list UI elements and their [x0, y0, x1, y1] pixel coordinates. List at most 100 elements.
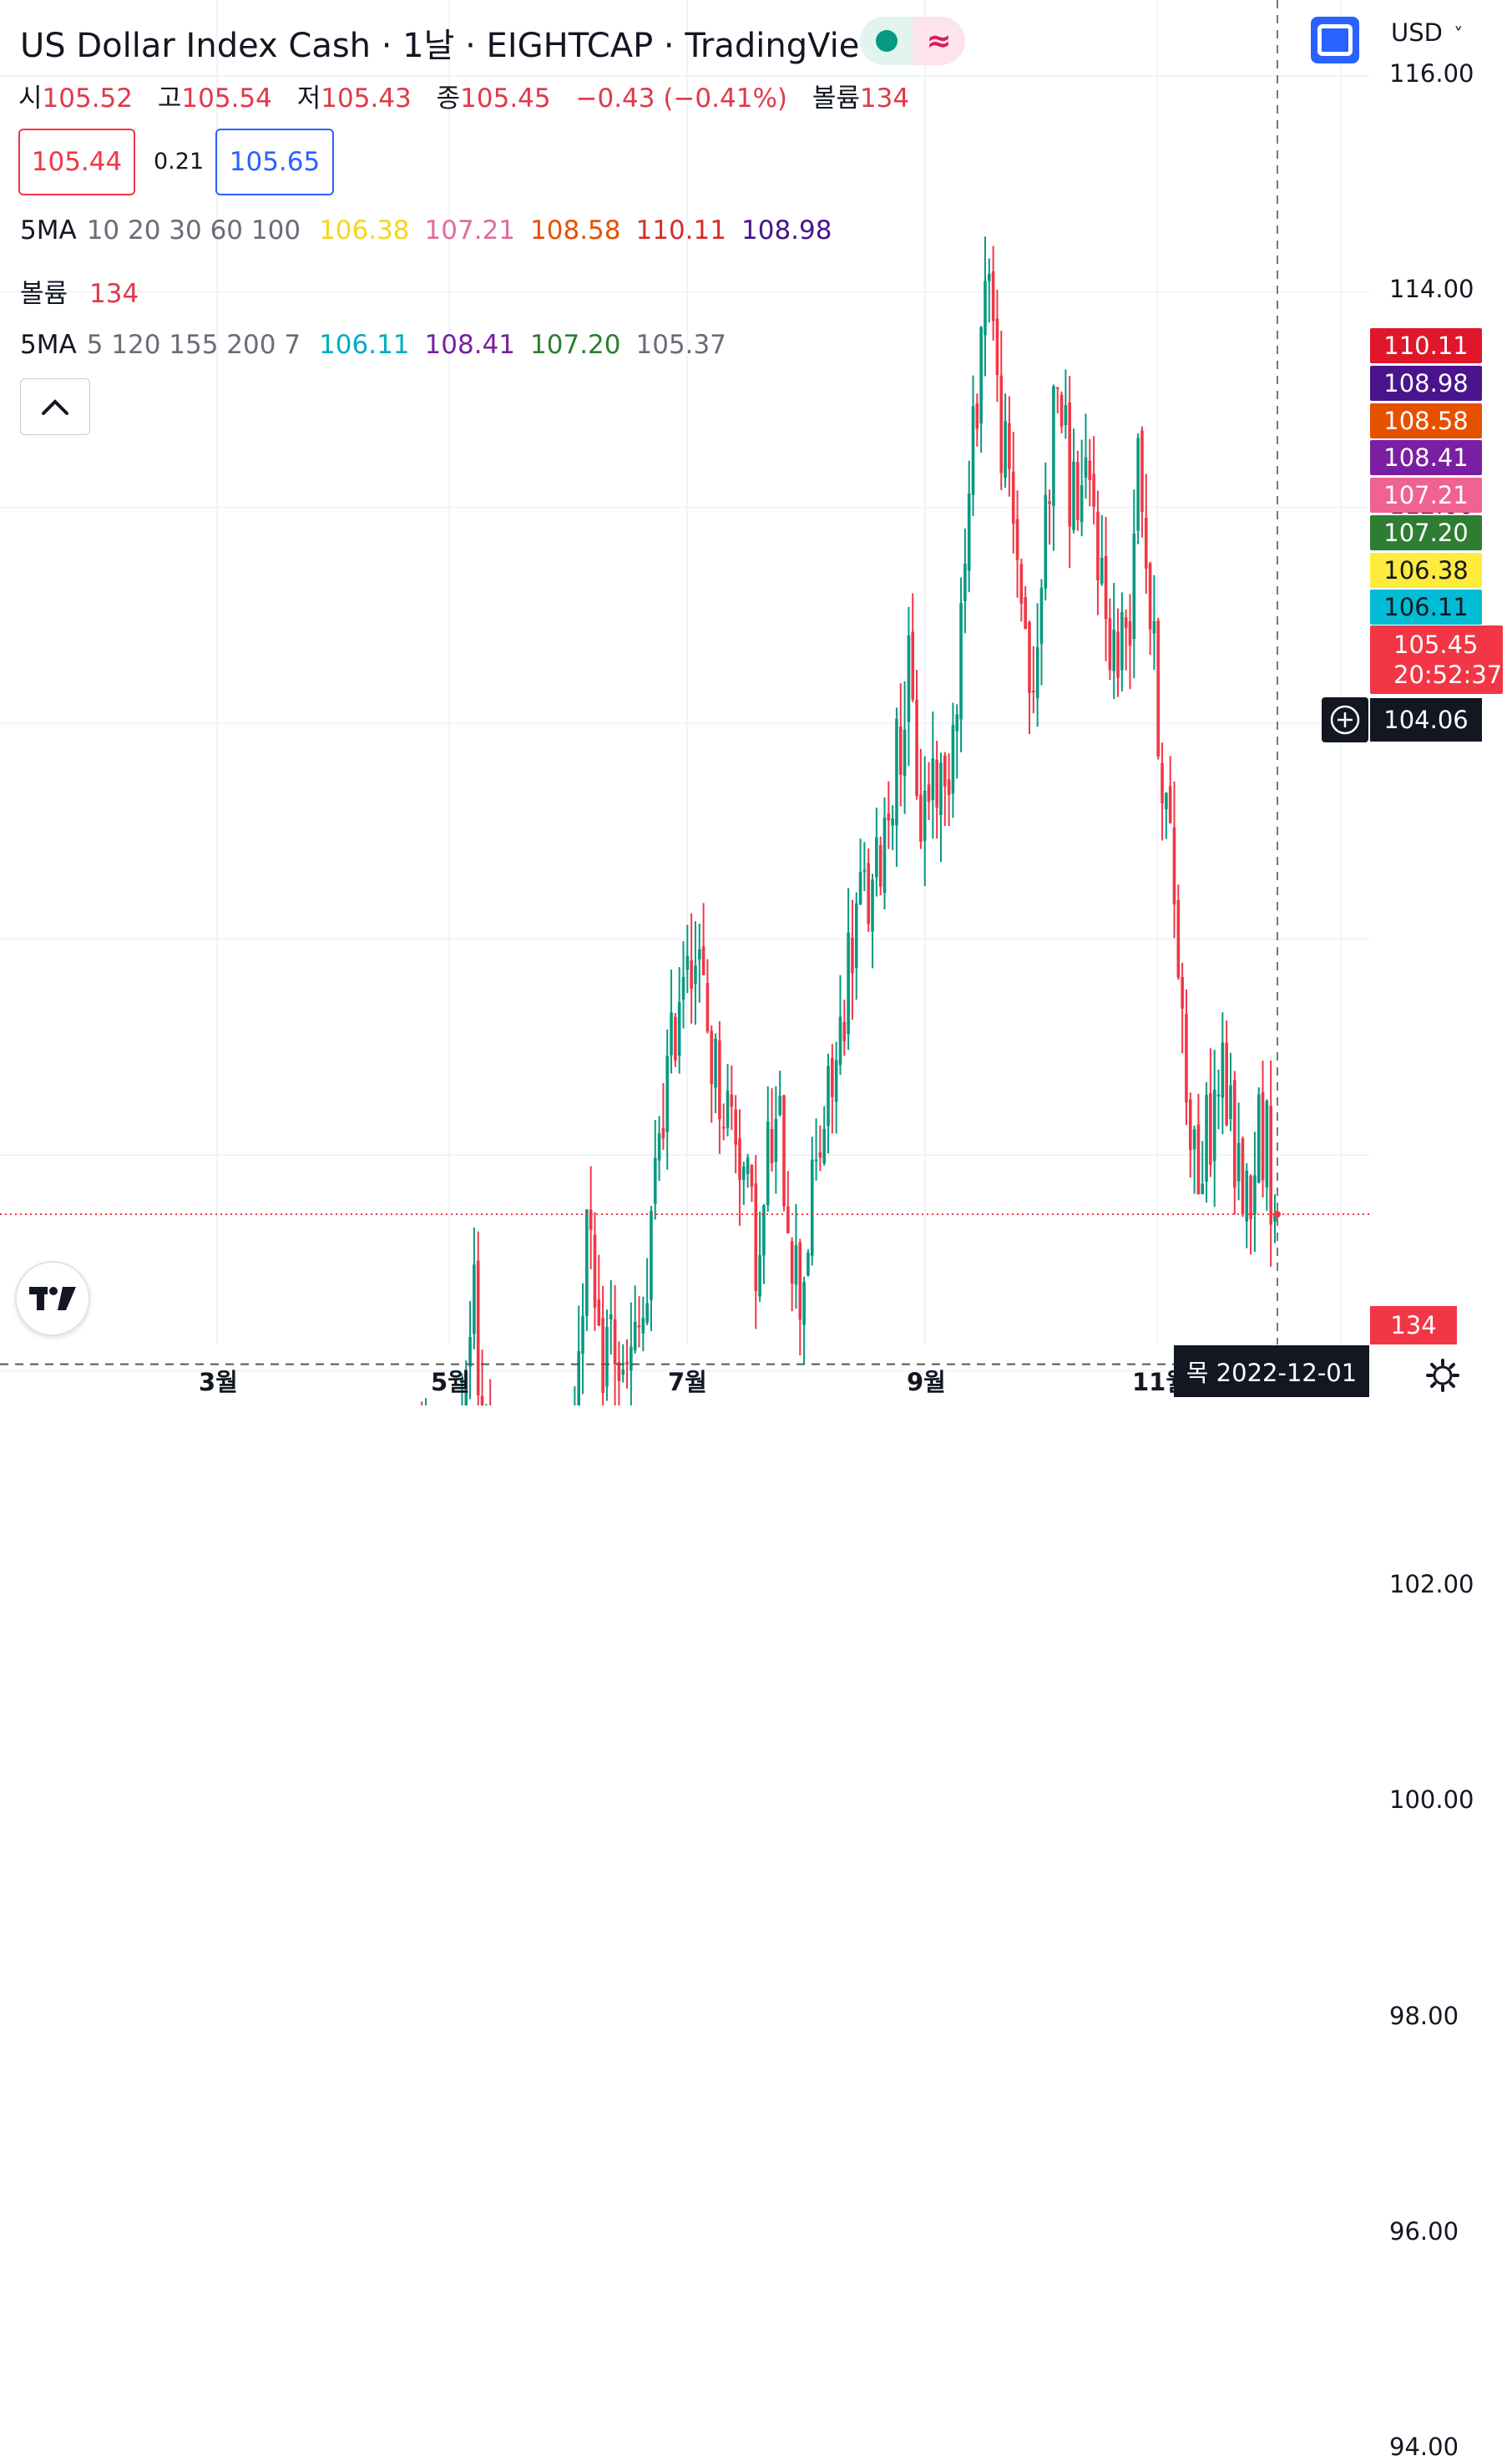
candle-body — [1064, 405, 1068, 425]
ma1-value: 106.38 — [319, 215, 410, 246]
ma-price-badge: 108.58 — [1370, 403, 1482, 438]
candle-body — [774, 1118, 778, 1162]
candle-body — [967, 493, 971, 571]
candle-body — [794, 1245, 798, 1285]
candle-body — [766, 1122, 770, 1206]
candle-body — [927, 784, 931, 803]
low-label: 저 — [296, 84, 321, 114]
candle-body — [621, 1369, 625, 1375]
candle-body — [701, 946, 705, 975]
candle-body — [991, 271, 995, 322]
collapse-legend-button[interactable] — [20, 378, 90, 435]
low-value: 105.43 — [321, 84, 412, 114]
ma-price-badge: 108.98 — [1370, 366, 1482, 401]
price-axis-label: 98.00 — [1389, 2001, 1459, 2030]
candle-body — [1249, 1176, 1252, 1219]
candle-body — [988, 274, 991, 281]
candle-body — [955, 714, 959, 732]
candle-body — [887, 813, 891, 821]
volume-indicator-legend[interactable]: 볼륨 134 — [20, 272, 154, 310]
crosshair-date-label: 목 2022-12-01 — [1174, 1345, 1369, 1397]
candle-body — [697, 949, 701, 960]
ma1-params: 10 20 30 60 100 — [86, 215, 301, 246]
ohlc-legend: 시105.52 고105.54 저105.43 종105.45 −0.43 (−… — [18, 77, 926, 114]
candle-body — [468, 1337, 472, 1367]
candle-body — [473, 1264, 476, 1334]
tradingview-logo[interactable] — [15, 1261, 90, 1336]
candle-body — [1176, 900, 1181, 978]
market-status-pill[interactable]: ≈ — [860, 17, 965, 65]
candle-body — [665, 1056, 670, 1132]
candle-body — [1188, 1099, 1192, 1151]
ma-price-badge: 107.21 — [1370, 478, 1482, 513]
ma-price-badge: 108.41 — [1370, 440, 1482, 475]
buy-button[interactable]: 105.65 — [215, 129, 334, 195]
candle-body — [943, 755, 947, 787]
candle-body — [1072, 461, 1075, 530]
chart-canvas[interactable] — [0, 0, 1512, 1405]
candle-body — [827, 1066, 830, 1127]
candle-body — [762, 1205, 766, 1256]
candle-body — [746, 1157, 750, 1175]
candle-body — [1124, 617, 1128, 629]
candle-body — [979, 327, 983, 424]
candle-body — [915, 699, 918, 796]
crosshair-price-value: 104.06 — [1383, 706, 1469, 734]
candle-body — [999, 375, 1004, 473]
candle-body — [1140, 430, 1144, 513]
price-axis-label: 116.00 — [1389, 59, 1474, 88]
candle-body — [842, 1021, 847, 1041]
chevron-down-icon: ˅ — [1454, 25, 1464, 46]
candle-body — [1225, 1042, 1228, 1126]
candle-body — [878, 844, 882, 887]
currency-selector[interactable]: USD ˅ — [1391, 18, 1463, 47]
market-open-dot-icon — [875, 30, 898, 52]
candle-body — [718, 1040, 721, 1120]
candle-body — [464, 1370, 468, 1405]
candle-body — [1229, 1085, 1232, 1119]
volume-indicator-label: 볼륨 — [20, 279, 68, 309]
currency-label: USD — [1391, 18, 1443, 47]
candle-body — [891, 818, 894, 826]
last-price-value: 105.45 — [1393, 630, 1479, 659]
candle-body — [963, 563, 967, 601]
candle-body — [714, 1038, 717, 1088]
candle-body — [589, 1209, 593, 1230]
candle-body — [645, 1303, 649, 1323]
candle-body — [1084, 457, 1088, 479]
settings-button[interactable] — [1424, 1357, 1461, 1394]
candle-body — [605, 1326, 609, 1387]
candle-body — [810, 1159, 814, 1256]
candle-body — [677, 1002, 681, 1056]
crosshair-date-value: 목 2022-12-01 — [1186, 1359, 1358, 1387]
candle-body — [831, 1058, 834, 1097]
price-axis-label: 94.00 — [1389, 2433, 1459, 2461]
candle-body — [919, 794, 923, 843]
candlestick-series — [421, 236, 1277, 1405]
candle-body — [650, 1211, 653, 1300]
ma-indicator-legend-1[interactable]: 5MA 10 20 30 60 100 106.38 107.21 108.58 110.… — [20, 215, 862, 246]
candle-body — [790, 1241, 794, 1284]
candle-body — [907, 636, 911, 722]
candle-body — [1205, 1095, 1208, 1182]
sell-button[interactable]: 105.44 — [18, 129, 135, 195]
candle-body — [674, 1016, 677, 1061]
candle-body — [1185, 1013, 1188, 1103]
candle-body — [1261, 1091, 1265, 1181]
approx-icon: ≈ — [926, 23, 952, 58]
sell-price: 105.44 — [31, 147, 123, 177]
candle-body — [1212, 1089, 1216, 1162]
candle-body — [1011, 472, 1015, 524]
candle-body — [637, 1325, 641, 1328]
candle-body — [1039, 587, 1044, 644]
candle-body — [782, 1095, 786, 1207]
ma-indicator-legend-2[interactable]: 5MA 5 120 155 200 7 106.11 108.41 107.20 105.… — [20, 330, 756, 360]
fullscreen-button[interactable] — [1311, 17, 1359, 63]
candle-body — [778, 1096, 781, 1116]
candle-body — [1148, 563, 1152, 630]
add-alert-button[interactable] — [1322, 697, 1368, 742]
candle-body — [851, 937, 854, 974]
close-value: 105.45 — [460, 84, 551, 114]
candle-body — [1044, 494, 1048, 589]
candle-body — [1192, 1129, 1196, 1150]
